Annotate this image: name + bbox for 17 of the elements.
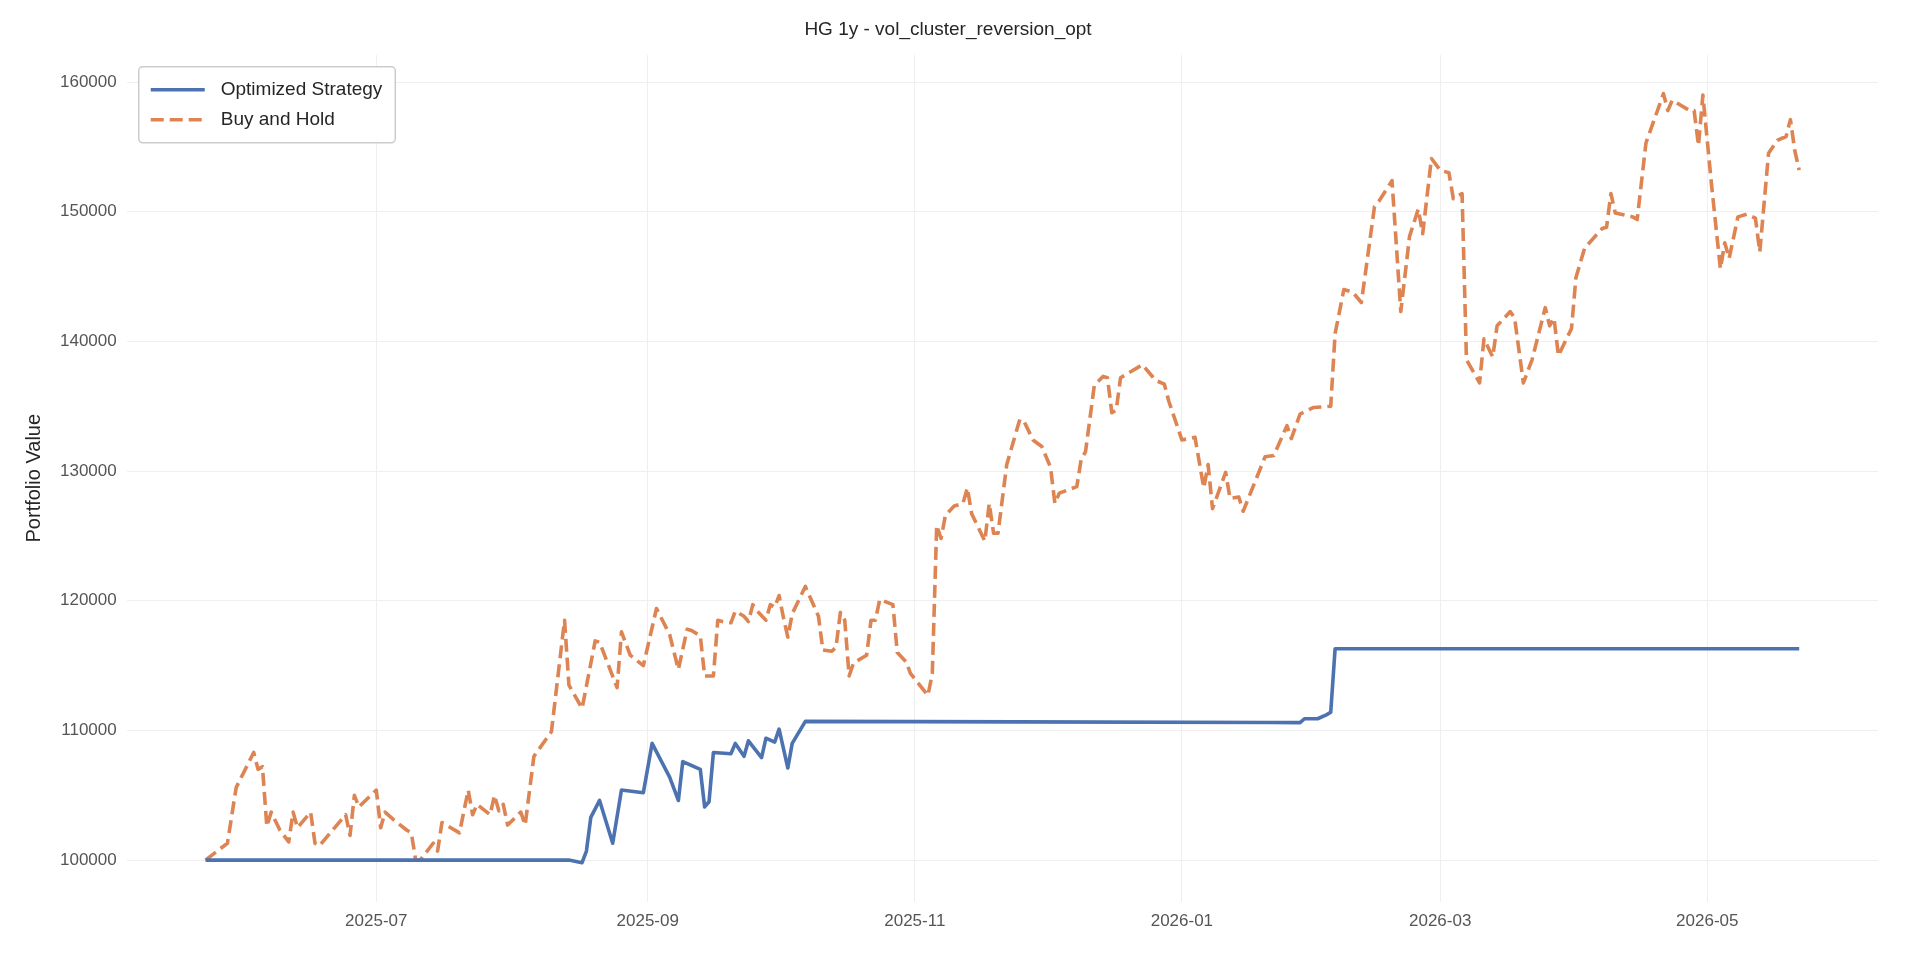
x-tick-label: 2025-09 bbox=[616, 911, 679, 931]
y-tick-label: 120000 bbox=[59, 590, 117, 610]
y-tick-label: 150000 bbox=[59, 201, 117, 221]
legend-label: Optimized Strategy bbox=[220, 78, 383, 100]
y-tick-label: 160000 bbox=[59, 71, 117, 91]
x-tick-label: 2026-05 bbox=[1676, 911, 1739, 931]
legend-label: Buy and Hold bbox=[220, 108, 335, 130]
y-tick-label: 140000 bbox=[59, 331, 117, 351]
y-tick-label: 130000 bbox=[59, 460, 117, 480]
x-tick-label: 2026-03 bbox=[1408, 911, 1472, 931]
chart-title: HG 1y - vol_cluster_reversion_opt bbox=[804, 17, 1093, 40]
x-tick-label: 2025-07 bbox=[345, 911, 408, 931]
x-tick-label: 2025-11 bbox=[884, 911, 946, 931]
x-tick-label: 2026-01 bbox=[1150, 911, 1214, 931]
y-tick-label: 110000 bbox=[61, 720, 117, 740]
y-axis-title: Portfolio Value bbox=[21, 413, 44, 543]
y-tick-label: 100000 bbox=[59, 849, 117, 869]
